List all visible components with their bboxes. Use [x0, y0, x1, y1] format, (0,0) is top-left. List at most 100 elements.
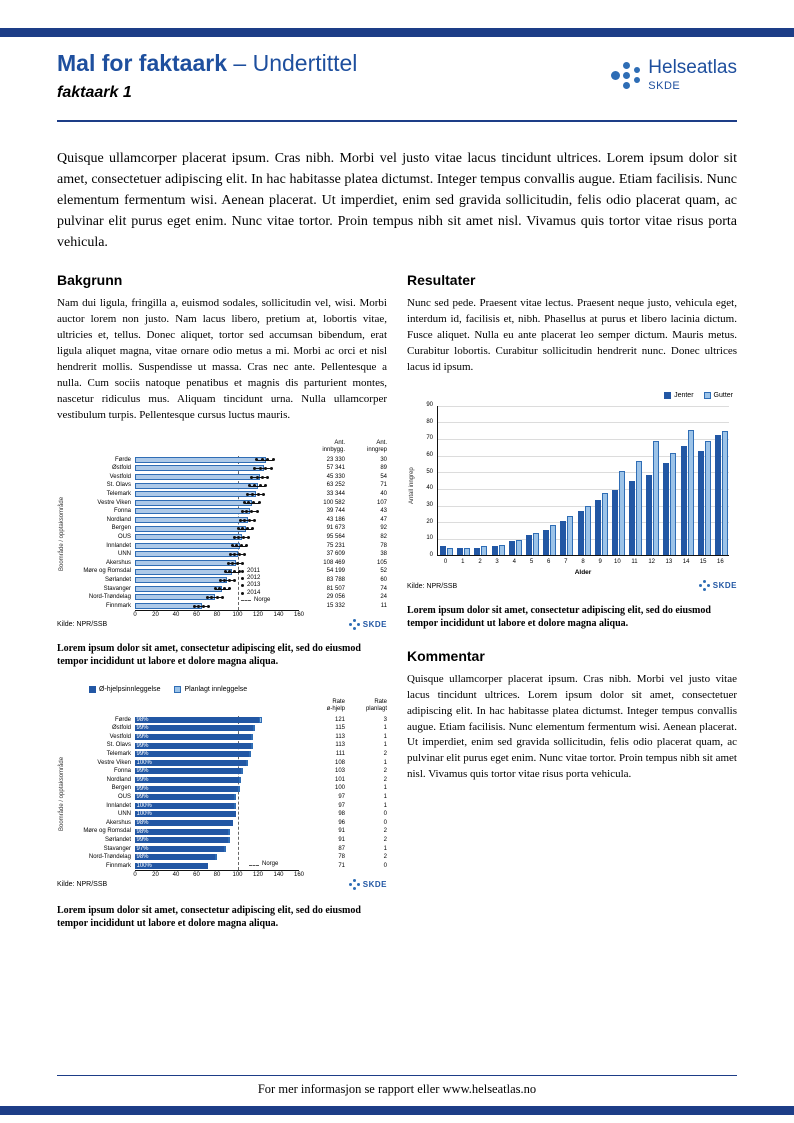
- year-marker: [232, 578, 236, 582]
- legend-year-label: 2013: [247, 582, 261, 589]
- procedures-value: 43: [380, 508, 387, 515]
- rate-ohjelp-value: 101: [334, 776, 345, 783]
- population-value: 54 199: [326, 568, 345, 575]
- rate-ohjelp-value: 113: [335, 742, 345, 749]
- population-value: 83 788: [326, 576, 345, 583]
- rate-ohjelp-value: 71: [338, 862, 345, 869]
- bar: [550, 524, 557, 555]
- year-marker: [232, 570, 236, 574]
- section-title-resultater: Resultater: [407, 272, 476, 288]
- bar: [135, 517, 248, 523]
- row-label: OUS: [117, 793, 131, 800]
- procedures-value: 40: [380, 490, 387, 497]
- x-tick-label: 140: [273, 612, 284, 619]
- year-marker: [222, 587, 226, 591]
- source-label: Kilde: NPR/SSB: [57, 881, 108, 889]
- year-marker: [245, 544, 249, 548]
- bar-segment: [240, 768, 243, 775]
- year-marker: [210, 595, 214, 599]
- population-value: 81 507: [326, 585, 345, 592]
- x-tick-label: 60: [193, 872, 200, 879]
- y-tick-label: 40: [426, 485, 433, 492]
- year-marker: [248, 518, 252, 522]
- row-label: Bergen: [111, 785, 131, 792]
- skde-dot: [352, 879, 356, 883]
- year-marker: [240, 544, 244, 548]
- whisker: [251, 477, 268, 478]
- bottom-band: [0, 1106, 794, 1115]
- gridline: [438, 438, 729, 440]
- bar: [508, 541, 515, 555]
- bar: [135, 560, 236, 566]
- x-tick-label: 100: [232, 612, 243, 619]
- procedures-value: 24: [380, 594, 387, 601]
- skde-dot: [698, 583, 702, 587]
- rate-ohjelp-value: 103: [334, 768, 345, 775]
- row-label: Stavanger: [103, 585, 131, 592]
- rate-planlagt-value: 0: [383, 862, 387, 869]
- right-column: Resultater Nunc sed pede. Praesent vitae…: [407, 272, 737, 948]
- population-value: 57 341: [326, 465, 345, 472]
- row-label: UNN: [118, 811, 131, 818]
- year-marker: [197, 604, 200, 608]
- bar: 99%: [135, 794, 235, 801]
- skde-dot: [702, 587, 706, 591]
- whisker: [247, 494, 264, 496]
- bar: [135, 585, 223, 592]
- y-axis-title: Boområde / opptaksområde: [59, 756, 65, 831]
- bar: [135, 474, 260, 480]
- page-title-main: Mal for faktaark: [57, 50, 228, 76]
- bar: [135, 551, 238, 558]
- legend-item: Norge: [241, 597, 270, 604]
- skde-dot: [352, 627, 356, 631]
- x-tick-label: 13: [665, 558, 673, 565]
- year-marker: [250, 509, 254, 513]
- y-axis-title: Antall inngrep: [409, 466, 415, 504]
- bar-percent-label: 98%: [136, 854, 149, 861]
- gridline: [438, 422, 729, 424]
- norge-reference-line: [237, 715, 239, 871]
- row-label: Telemark: [106, 750, 131, 757]
- bar-segment: [228, 837, 231, 844]
- bar: 99%: [135, 751, 249, 758]
- legend-item: Jenter: [664, 392, 694, 399]
- legend-year-label: 2012: [247, 574, 261, 581]
- norge-legend-label: Norge: [254, 597, 271, 604]
- population-value: 15 332: [326, 602, 345, 609]
- bar: 99%: [135, 742, 251, 749]
- year-marker: [255, 475, 259, 479]
- year-marker: [245, 509, 249, 513]
- year-marker: [222, 578, 226, 582]
- bar: 97%: [135, 845, 225, 852]
- bar: [680, 446, 687, 555]
- bar: [135, 465, 265, 472]
- bar-percent-label: 99%: [136, 751, 149, 758]
- norge-dash-icon: [249, 864, 259, 866]
- y-tick-label: 0: [429, 552, 433, 559]
- x-tick-label: 80: [213, 612, 221, 619]
- rate-planlagt-value: 3: [383, 716, 387, 723]
- bar-percent-label: 99%: [136, 785, 149, 792]
- bar-percent-label: 99%: [136, 725, 149, 732]
- plot-area: 98% 99% 99% 99% 99% 100% 99% 99% 99% 99% 100% 100% 9…: [135, 715, 299, 871]
- chart-legend: Jenter Gutter: [664, 392, 733, 399]
- rate-planlagt-value: 2: [383, 776, 387, 783]
- year-marker: [260, 458, 264, 462]
- procedures-value: 30: [380, 456, 387, 463]
- bar: [135, 577, 228, 584]
- bar-percent-label: 100%: [136, 759, 152, 766]
- rate-planlagt-value: 1: [383, 793, 387, 800]
- whisker: [256, 459, 274, 461]
- year-marker: [202, 604, 206, 608]
- procedures-value: 71: [380, 482, 387, 489]
- row-label: Innlandet: [106, 802, 131, 809]
- year-marker: [242, 535, 246, 539]
- legend-item: Planlagt innleggelse: [174, 686, 247, 693]
- skde-dot: [352, 887, 356, 891]
- bar-segment: [252, 725, 255, 732]
- x-tick-label: 12: [648, 558, 656, 565]
- bar: 98%: [135, 854, 215, 861]
- bar: [515, 539, 522, 555]
- source-label: Kilde: NPR/SSB: [407, 582, 458, 590]
- year-marker: [238, 570, 241, 574]
